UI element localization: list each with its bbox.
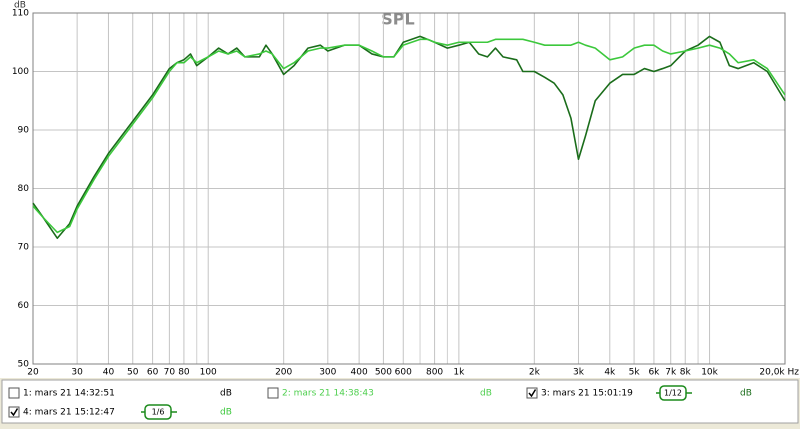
chart-title: SPL bbox=[381, 10, 414, 29]
x-tick-label: 2k bbox=[529, 368, 541, 378]
unit-label: dB bbox=[480, 389, 492, 399]
smoothing-label: 1/12 bbox=[664, 389, 682, 398]
x-tick-label: 10k bbox=[701, 368, 718, 378]
y-tick-label: 60 bbox=[18, 301, 30, 311]
smoothing-icon[interactable] bbox=[144, 404, 172, 420]
checkbox[interactable] bbox=[526, 387, 538, 399]
x-tick-label: 4k bbox=[604, 368, 616, 378]
x-tick-label: 400 bbox=[351, 368, 368, 378]
x-tick-label: 600 bbox=[395, 368, 412, 378]
x-tick-label: 800 bbox=[426, 368, 443, 378]
x-tick-label: 30 bbox=[71, 368, 83, 378]
x-tick-label: 6k bbox=[648, 368, 660, 378]
measurement-label: 4: mars 21 15:12:47 bbox=[23, 408, 115, 418]
y-tick-label: 100 bbox=[12, 67, 29, 77]
x-tick-label: 80 bbox=[178, 368, 190, 378]
x-tick-label: 7k bbox=[665, 368, 677, 378]
x-tick-label: 20,0k Hz bbox=[759, 368, 799, 378]
x-tick-label: 60 bbox=[147, 368, 159, 378]
x-tick-label: 300 bbox=[319, 368, 336, 378]
unit-label: dB bbox=[220, 389, 232, 399]
checkbox[interactable] bbox=[8, 406, 20, 418]
y-axis-label: dB bbox=[14, 1, 26, 11]
measurement-label: 3: mars 21 15:01:19 bbox=[541, 389, 633, 399]
x-tick-label: 5k bbox=[629, 368, 641, 378]
measurement-label: 1: mars 21 14:32:51 bbox=[23, 389, 115, 399]
unit-label: dB bbox=[220, 408, 232, 418]
y-tick-label: 70 bbox=[18, 243, 30, 253]
y-tick-label: 80 bbox=[18, 184, 30, 194]
checkbox[interactable] bbox=[8, 387, 20, 399]
series-line bbox=[32, 38, 786, 234]
x-tick-label: 1k bbox=[453, 368, 465, 378]
x-tick-label: 40 bbox=[103, 368, 115, 378]
y-tick-label: 50 bbox=[18, 360, 30, 370]
x-tick-label: 200 bbox=[275, 368, 292, 378]
smoothing-icon[interactable] bbox=[659, 385, 687, 401]
x-tick-label: 20 bbox=[27, 368, 39, 378]
y-tick-label: 90 bbox=[18, 126, 30, 136]
measurement-label: 2: mars 21 14:38:43 bbox=[282, 389, 374, 399]
x-tick-label: 50 bbox=[127, 368, 139, 378]
checkbox-tick bbox=[10, 408, 19, 417]
x-tick-label: 500 bbox=[375, 368, 392, 378]
checkbox-tick bbox=[528, 389, 537, 398]
checkbox[interactable] bbox=[267, 387, 279, 399]
smoothing-label: 1/6 bbox=[152, 408, 165, 417]
y-tick-label: 110 bbox=[12, 9, 29, 19]
x-tick-label: 70 bbox=[164, 368, 176, 378]
unit-label: dB bbox=[740, 389, 752, 399]
x-tick-label: 3k bbox=[573, 368, 585, 378]
x-tick-label: 8k bbox=[680, 368, 692, 378]
x-tick-label: 100 bbox=[200, 368, 217, 378]
plot-frame bbox=[32, 12, 786, 365]
